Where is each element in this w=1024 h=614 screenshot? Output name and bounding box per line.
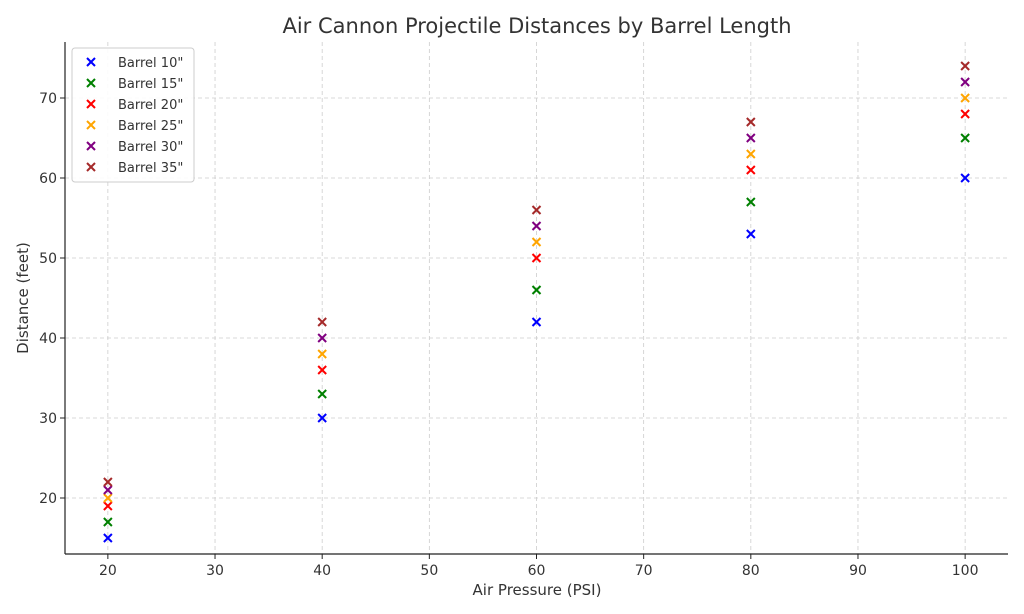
legend-item: Barrel 10": [86, 56, 183, 71]
data-points: [103, 61, 970, 543]
legend-label: Barrel 35": [118, 161, 183, 176]
data-point: [960, 93, 970, 103]
legend-item: Barrel 15": [86, 77, 183, 92]
x-tick-label: 100: [952, 563, 979, 579]
y-tick-label: 40: [39, 331, 57, 347]
legend-label: Barrel 15": [118, 77, 183, 92]
data-point: [317, 389, 327, 399]
legend-box: [71, 47, 195, 183]
data-point: [103, 501, 113, 511]
legend-marker: [86, 141, 96, 151]
legend-item: Barrel 20": [86, 98, 183, 113]
data-point: [746, 149, 756, 159]
data-point: [317, 333, 327, 343]
legend-label: Barrel 20": [118, 98, 183, 113]
x-tick-label: 90: [849, 563, 867, 579]
data-point: [103, 477, 113, 487]
x-tick-label: 40: [313, 563, 331, 579]
x-tick-label: 20: [99, 563, 117, 579]
legend-item: Barrel 25": [86, 119, 183, 134]
x-tick-label: 70: [635, 563, 653, 579]
data-point: [103, 493, 113, 503]
data-point: [746, 165, 756, 175]
data-point: [103, 517, 113, 527]
data-point: [960, 133, 970, 143]
x-tick-label: 50: [420, 563, 438, 579]
legend-label: Barrel 25": [118, 119, 183, 134]
data-point: [531, 221, 542, 231]
data-point: [103, 485, 113, 495]
legend-marker: [86, 57, 96, 67]
data-point: [746, 197, 756, 207]
y-tick-label: 50: [39, 251, 57, 267]
legend-marker: [86, 162, 96, 172]
data-point: [531, 317, 542, 327]
legend-label: Barrel 10": [118, 56, 183, 71]
data-point: [746, 117, 756, 127]
y-tick-label: 20: [39, 491, 57, 507]
legend-marker: [86, 120, 96, 130]
x-tick-label: 80: [742, 563, 760, 579]
data-point: [960, 173, 970, 183]
data-point: [317, 413, 327, 423]
y-axis-label: Distance (feet): [14, 242, 32, 354]
data-point: [531, 253, 542, 263]
data-point: [960, 77, 970, 87]
data-point: [960, 109, 970, 119]
legend-item: Barrel 30": [86, 140, 183, 155]
x-tick-label: 60: [528, 563, 546, 579]
legend-label: Barrel 30": [118, 140, 183, 155]
data-point: [531, 205, 542, 215]
data-point: [317, 349, 327, 359]
y-tick-label: 30: [39, 411, 57, 427]
chart-title: Air Cannon Projectile Distances by Barre…: [282, 14, 791, 38]
legend-marker: [86, 99, 96, 109]
tick-labels: 20 30 40 50 60 70 80 90 100 20 30 40 50 60 70: [39, 91, 978, 579]
x-tick-label: 30: [206, 563, 224, 579]
data-point: [746, 229, 756, 239]
data-point: [103, 533, 113, 543]
data-point: [746, 133, 756, 143]
data-point: [317, 365, 327, 375]
legend-item: Barrel 35": [86, 161, 183, 176]
y-tick-label: 70: [39, 91, 57, 107]
data-point: [960, 61, 970, 71]
legend-marker: [86, 78, 96, 88]
data-point: [531, 285, 542, 295]
legend: Barrel 10" Barrel 15" Barrel 20" Barrel 25"…: [71, 47, 195, 183]
x-axis-label: Air Pressure (PSI): [473, 581, 602, 599]
data-point: [317, 317, 327, 327]
y-tick-label: 60: [39, 171, 57, 187]
data-point: [531, 237, 542, 247]
